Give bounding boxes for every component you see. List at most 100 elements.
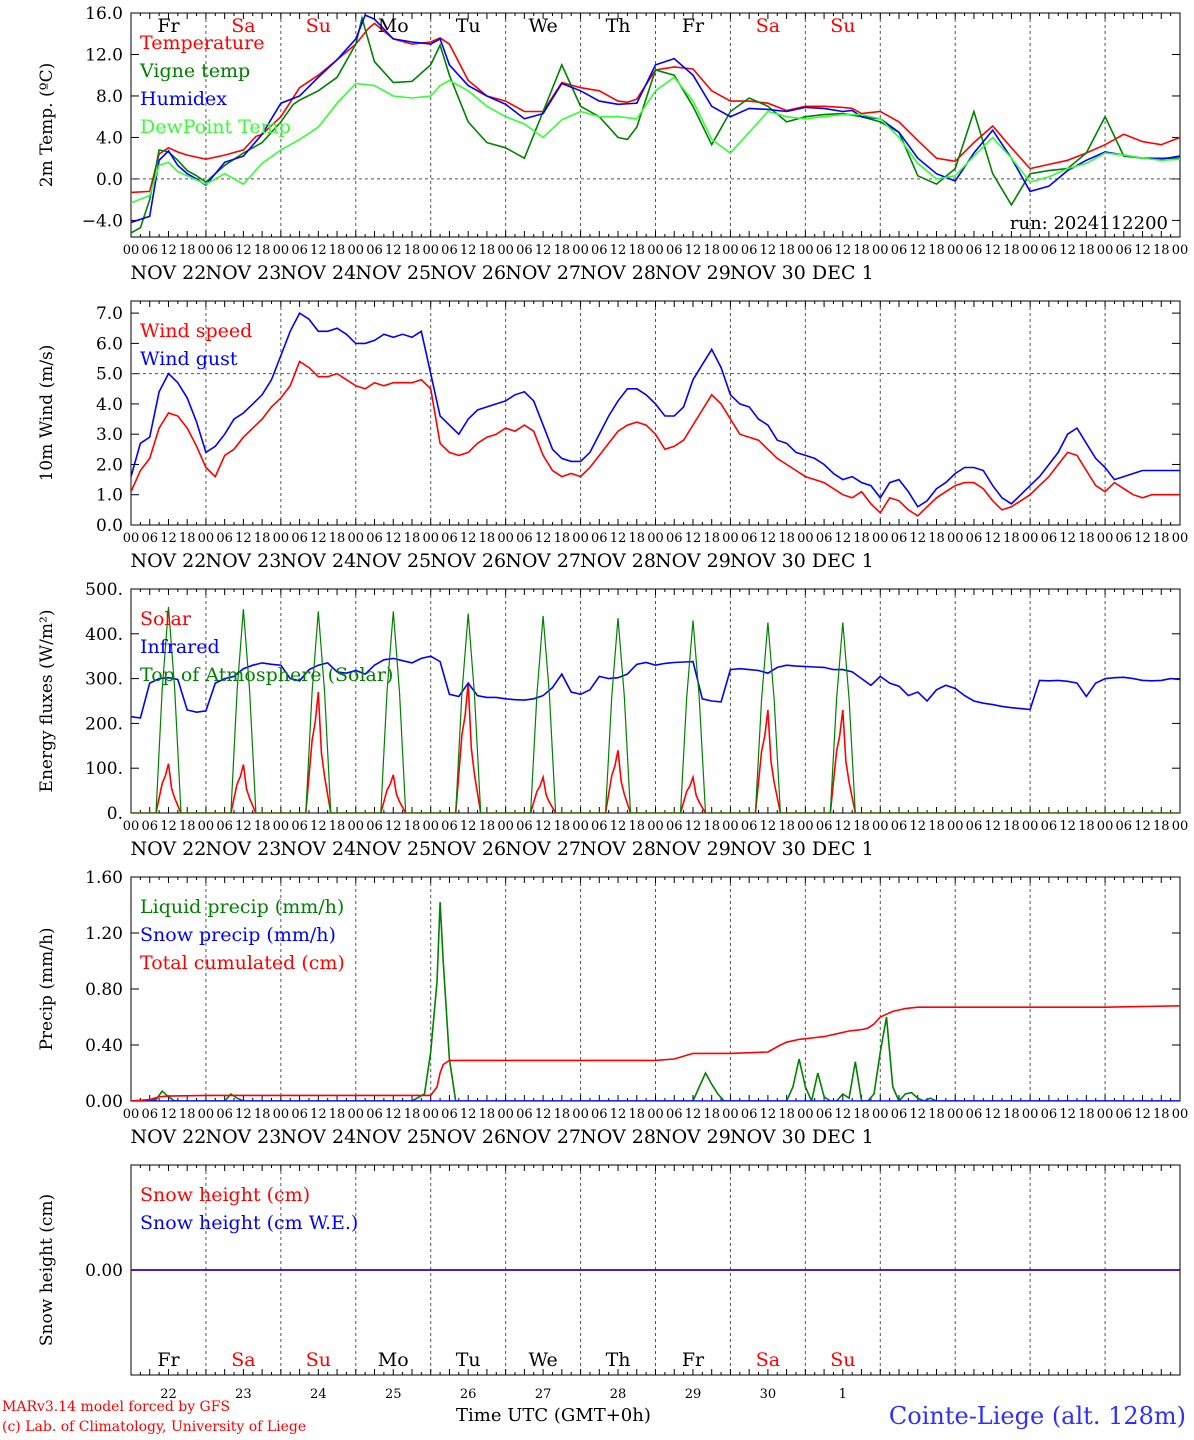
hour-tick-label: 06 [891,531,908,546]
day-label: NOV 22 [131,1126,207,1148]
series-line [131,655,1180,719]
weekday-label: Fr [682,1349,705,1371]
weekday-label: Sa [231,1349,255,1371]
hour-tick-label: 00 [947,531,964,546]
day-label: NOV 28 [580,838,656,860]
hour-tick-label: 00 [1097,531,1114,546]
hour-tick-label: 00 [497,1107,514,1122]
hour-tick-label: 12 [235,531,252,546]
hour-tick-label: 18 [628,1107,645,1122]
hour-tick-label: 12 [310,243,327,258]
hour-tick-label: 06 [291,531,308,546]
legend-entry: Wind speed [140,320,252,342]
hour-tick-label: 00 [422,819,439,834]
hour-tick-label: 00 [797,819,814,834]
hour-tick-label: 06 [366,243,383,258]
y-tick-label: 16.0 [85,4,123,24]
hour-tick-label: 18 [1003,531,1020,546]
hour-tick-label: 06 [891,243,908,258]
hour-tick-label: 06 [216,819,233,834]
y-tick-label: 0.0 [96,516,123,536]
hour-tick-label: 06 [516,1107,533,1122]
hour-tick-label: 06 [1116,243,1133,258]
day-label: NOV 26 [430,838,506,860]
hour-tick-label: 12 [160,819,177,834]
hour-tick-label: 12 [1059,1107,1076,1122]
hour-tick-label: 18 [404,1107,421,1122]
hour-tick-label: 18 [554,531,571,546]
hour-tick-label: 00 [497,243,514,258]
day-label: NOV 29 [655,262,731,284]
legend-entry: DewPoint Temp [140,116,291,138]
hour-tick-label: 06 [1116,819,1133,834]
hour-tick-label: 00 [722,819,739,834]
y-axis-label: Energy fluxes (W/m²) [37,610,57,793]
hour-tick-label: 12 [1134,819,1151,834]
hour-tick-label: 18 [1078,243,1095,258]
hour-tick-label: 00 [348,819,365,834]
weekday-label: Mo [378,15,409,37]
hour-tick-label: 00 [647,819,664,834]
hour-tick-label: 18 [404,819,421,834]
hour-tick-label: 12 [235,243,252,258]
weekday-label: Mo [378,1349,409,1371]
day-label: NOV 28 [580,262,656,284]
station-name: Cointe-Liege (alt. 128m) [888,1402,1186,1430]
hour-tick-label: 06 [816,243,833,258]
hour-tick-label: 18 [479,819,496,834]
hour-tick-label: 12 [984,1107,1001,1122]
hour-tick-label: 18 [778,243,795,258]
hour-tick-label: 06 [816,1107,833,1122]
day-number: 28 [610,1387,627,1402]
hour-tick-label: 12 [760,1107,777,1122]
day-label: NOV 24 [280,550,356,572]
day-label: DEC 1 [812,1126,874,1148]
y-tick-label: 0.00 [85,1092,123,1112]
hour-tick-label: 00 [422,243,439,258]
hour-tick-label: 12 [1059,531,1076,546]
legend-entry: Infrared [140,636,220,658]
hour-tick-label: 12 [760,531,777,546]
hour-tick-label: 12 [610,531,627,546]
hour-tick-label: 12 [385,819,402,834]
hour-tick-label: 12 [835,531,852,546]
hour-tick-label: 00 [572,819,589,834]
hour-tick-label: 18 [778,819,795,834]
hour-tick-label: 06 [891,819,908,834]
hour-tick-label: 12 [909,1107,926,1122]
hour-tick-label: 00 [348,531,365,546]
time-axis-label: Time UTC (GMT+0h) [456,1405,651,1426]
hour-tick-label: 12 [984,819,1001,834]
day-label: DEC 1 [812,262,874,284]
hour-tick-label: 00 [497,819,514,834]
hour-tick-label: 18 [703,1107,720,1122]
hour-tick-label: 00 [797,243,814,258]
hour-tick-label: 18 [1153,819,1170,834]
hour-tick-label: 00 [1172,243,1189,258]
series-line [131,606,1180,813]
hour-tick-label: 12 [535,531,552,546]
hour-tick-label: 06 [666,1107,683,1122]
hour-tick-label: 00 [722,531,739,546]
weekday-label: Sa [756,15,780,37]
hour-tick-label: 18 [778,1107,795,1122]
hour-tick-label: 18 [1003,243,1020,258]
hour-tick-label: 06 [816,531,833,546]
hour-tick-label: 00 [872,243,889,258]
hour-tick-label: 12 [310,819,327,834]
hour-tick-label: 00 [273,531,290,546]
hour-tick-label: 12 [835,1107,852,1122]
hour-tick-label: 18 [329,243,346,258]
hour-tick-label: 18 [1153,531,1170,546]
day-label: NOV 27 [505,1126,581,1148]
hour-tick-label: 06 [216,243,233,258]
y-axis-label: 2m Temp. (ºC) [37,63,57,188]
hour-tick-label: 06 [291,819,308,834]
hour-tick-label: 12 [385,243,402,258]
day-label: NOV 30 [730,262,806,284]
hour-tick-label: 00 [1097,1107,1114,1122]
hour-tick-label: 06 [966,531,983,546]
hour-tick-label: 18 [479,243,496,258]
day-number: 24 [310,1387,327,1402]
hour-tick-label: 06 [216,531,233,546]
